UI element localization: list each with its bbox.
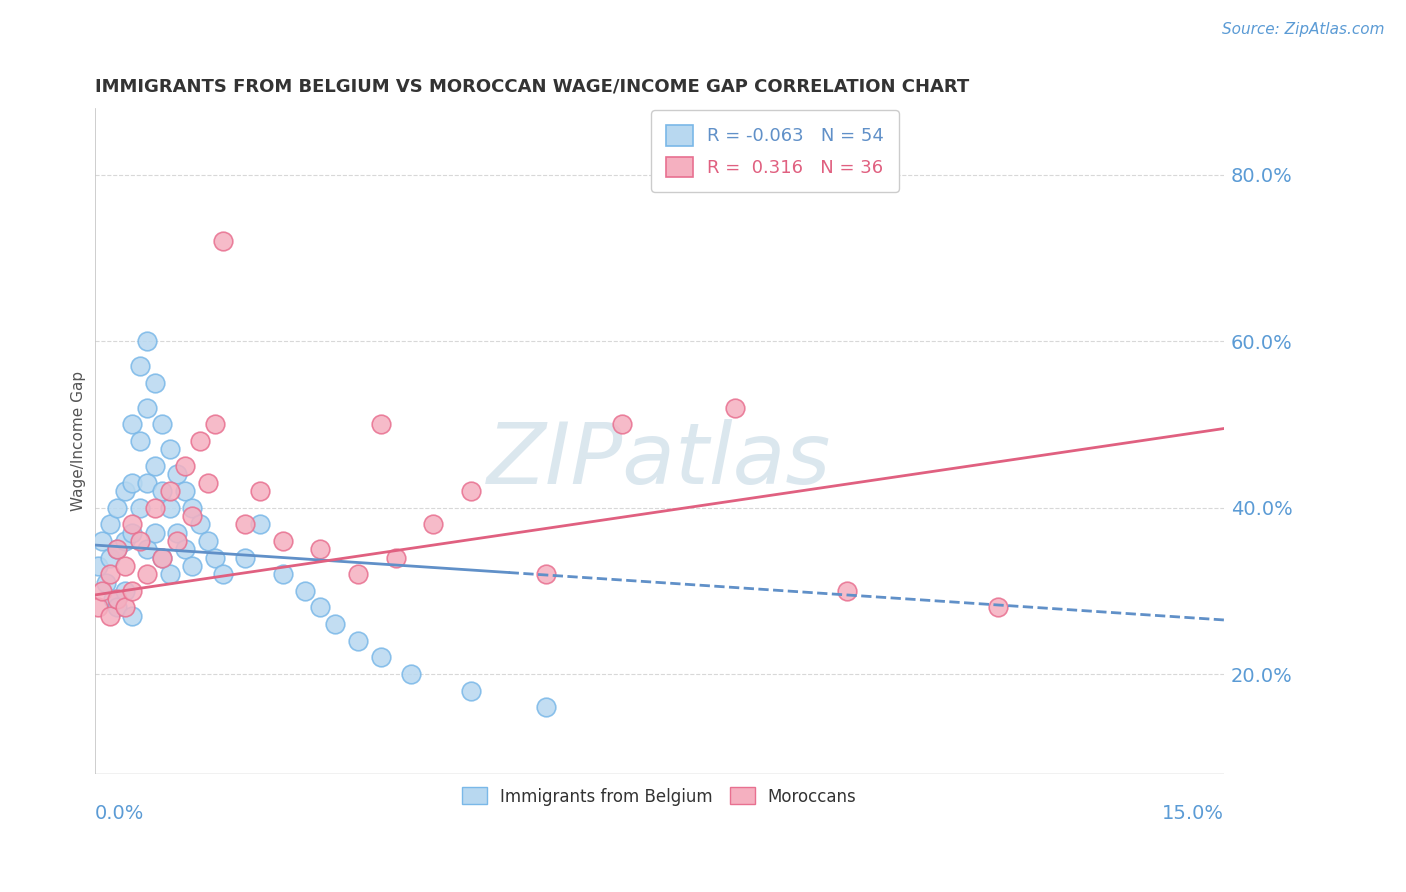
Point (114, 483, 136, 498)
Point (188, 517, 211, 532)
Y-axis label: Wage/Income Gap: Wage/Income Gap (72, 371, 86, 511)
Point (159, 567, 181, 582)
Point (136, 542, 159, 557)
Point (136, 401, 159, 415)
Point (98, 608, 121, 623)
Point (211, 567, 233, 582)
Point (121, 475, 143, 490)
Point (309, 600, 332, 615)
Point (143, 500, 166, 515)
Point (150, 483, 173, 498)
Point (94, 575, 117, 590)
Point (128, 500, 150, 515)
Point (98, 517, 121, 532)
Point (136, 334, 159, 348)
Point (121, 517, 143, 532)
Point (233, 517, 256, 532)
Point (143, 525, 166, 540)
Point (347, 567, 370, 582)
Point (837, 583, 859, 598)
Point (98, 550, 121, 565)
Point (536, 567, 558, 582)
Text: 0.0%: 0.0% (94, 805, 143, 823)
Point (150, 550, 173, 565)
Point (181, 558, 204, 573)
Point (128, 434, 150, 448)
Point (197, 475, 219, 490)
Point (384, 550, 406, 565)
Point (370, 650, 392, 665)
Point (150, 550, 173, 565)
Point (181, 500, 204, 515)
Point (233, 550, 256, 565)
Point (98, 567, 121, 582)
Point (174, 458, 197, 473)
Point (370, 417, 392, 432)
Point (103, 592, 125, 607)
Point (610, 417, 633, 432)
Point (460, 683, 482, 698)
Point (150, 417, 173, 432)
Point (87, 558, 110, 573)
Point (249, 517, 271, 532)
Point (159, 483, 181, 498)
Point (309, 542, 332, 557)
Point (181, 508, 204, 523)
Point (347, 633, 370, 648)
Point (271, 567, 294, 582)
Point (143, 458, 166, 473)
Point (422, 517, 444, 532)
Point (460, 483, 482, 498)
Point (211, 234, 233, 248)
Legend: Immigrants from Belgium, Moroccans: Immigrants from Belgium, Moroccans (456, 780, 863, 813)
Point (399, 667, 422, 681)
Point (121, 608, 143, 623)
Point (536, 700, 558, 714)
Point (105, 600, 128, 615)
Point (174, 483, 197, 498)
Point (91, 533, 114, 548)
Point (294, 583, 316, 598)
Point (121, 525, 143, 540)
Point (121, 583, 143, 598)
Point (91, 583, 114, 598)
Point (197, 533, 219, 548)
Point (188, 434, 211, 448)
Point (114, 558, 136, 573)
Point (114, 583, 136, 598)
Point (114, 533, 136, 548)
Point (105, 592, 128, 607)
Text: 15.0%: 15.0% (1161, 805, 1223, 823)
Point (987, 600, 1010, 615)
Point (121, 417, 143, 432)
Text: Source: ZipAtlas.com: Source: ZipAtlas.com (1222, 22, 1385, 37)
Point (249, 483, 271, 498)
Point (128, 359, 150, 373)
Point (271, 533, 294, 548)
Point (166, 533, 188, 548)
Text: IMMIGRANTS FROM BELGIUM VS MOROCCAN WAGE/INCOME GAP CORRELATION CHART: IMMIGRANTS FROM BELGIUM VS MOROCCAN WAGE… (94, 78, 969, 95)
Point (143, 376, 166, 390)
Point (136, 567, 159, 582)
Point (723, 401, 745, 415)
Text: ZIPatlas: ZIPatlas (486, 419, 831, 502)
Point (105, 500, 128, 515)
Point (166, 467, 188, 482)
Point (174, 542, 197, 557)
Point (87, 600, 110, 615)
Point (136, 475, 159, 490)
Point (166, 525, 188, 540)
Point (325, 617, 347, 632)
Point (204, 417, 226, 432)
Point (204, 550, 226, 565)
Point (159, 500, 181, 515)
Point (159, 442, 181, 457)
Point (105, 542, 128, 557)
Point (114, 600, 136, 615)
Point (105, 542, 128, 557)
Point (128, 533, 150, 548)
